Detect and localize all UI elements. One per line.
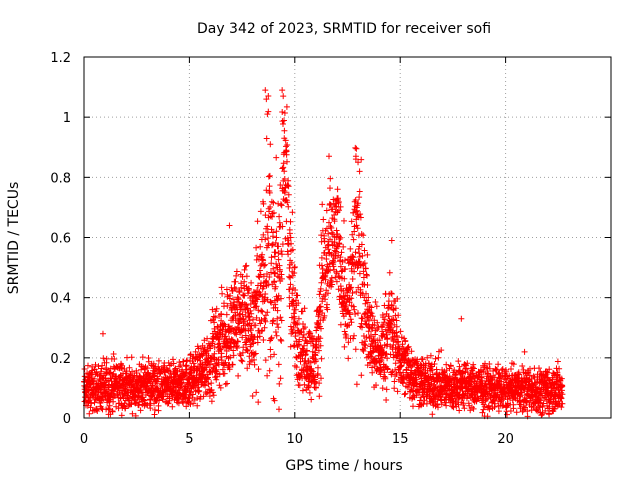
data-points (81, 93, 566, 420)
outlier-marker (99, 330, 106, 337)
x-tick-label: 20 (497, 432, 514, 447)
x-tick-labels: 0 5 10 15 20 (80, 432, 514, 447)
axis-ticks (83, 56, 611, 419)
y-tick-label: 0.8 (50, 171, 71, 186)
outlier-marker (281, 135, 288, 142)
outlier-marker (226, 222, 233, 229)
x-tick-label: 10 (287, 432, 304, 447)
outlier-marker (352, 153, 359, 160)
y-axis-label: SRMTID / TECUs (6, 182, 22, 295)
x-axis-label: GPS time / hours (285, 458, 402, 474)
y-tick-label: 1.2 (50, 51, 71, 66)
outlier-marker (263, 96, 270, 103)
y-tick-label: 0 (63, 412, 71, 427)
outlier-marker (280, 93, 287, 100)
outlier-marker (388, 237, 395, 244)
grid (84, 57, 611, 418)
outlier-marker (458, 315, 465, 322)
x-tick-label: 0 (80, 432, 88, 447)
outlier-marker (319, 201, 326, 208)
plot-frame (83, 56, 612, 419)
series-markers (81, 93, 566, 420)
y-tick-labels: 0 0.2 0.4 0.6 0.8 1 1.2 (50, 51, 71, 427)
outlier-marker (262, 87, 269, 94)
outlier-marker (521, 348, 528, 355)
y-tick-label: 1 (63, 111, 71, 126)
y-tick-label: 0.2 (50, 352, 71, 367)
y-tick-label: 0.6 (50, 232, 71, 247)
x-tick-label: 5 (185, 432, 193, 447)
outlier-marker (355, 159, 362, 166)
y-tick-label: 0.4 (50, 292, 71, 307)
outlier-marker (279, 87, 286, 94)
x-tick-label: 15 (392, 432, 409, 447)
outlier-points (99, 87, 528, 355)
chart-title: Day 342 of 2023, SRMTID for receiver sof… (197, 21, 491, 37)
